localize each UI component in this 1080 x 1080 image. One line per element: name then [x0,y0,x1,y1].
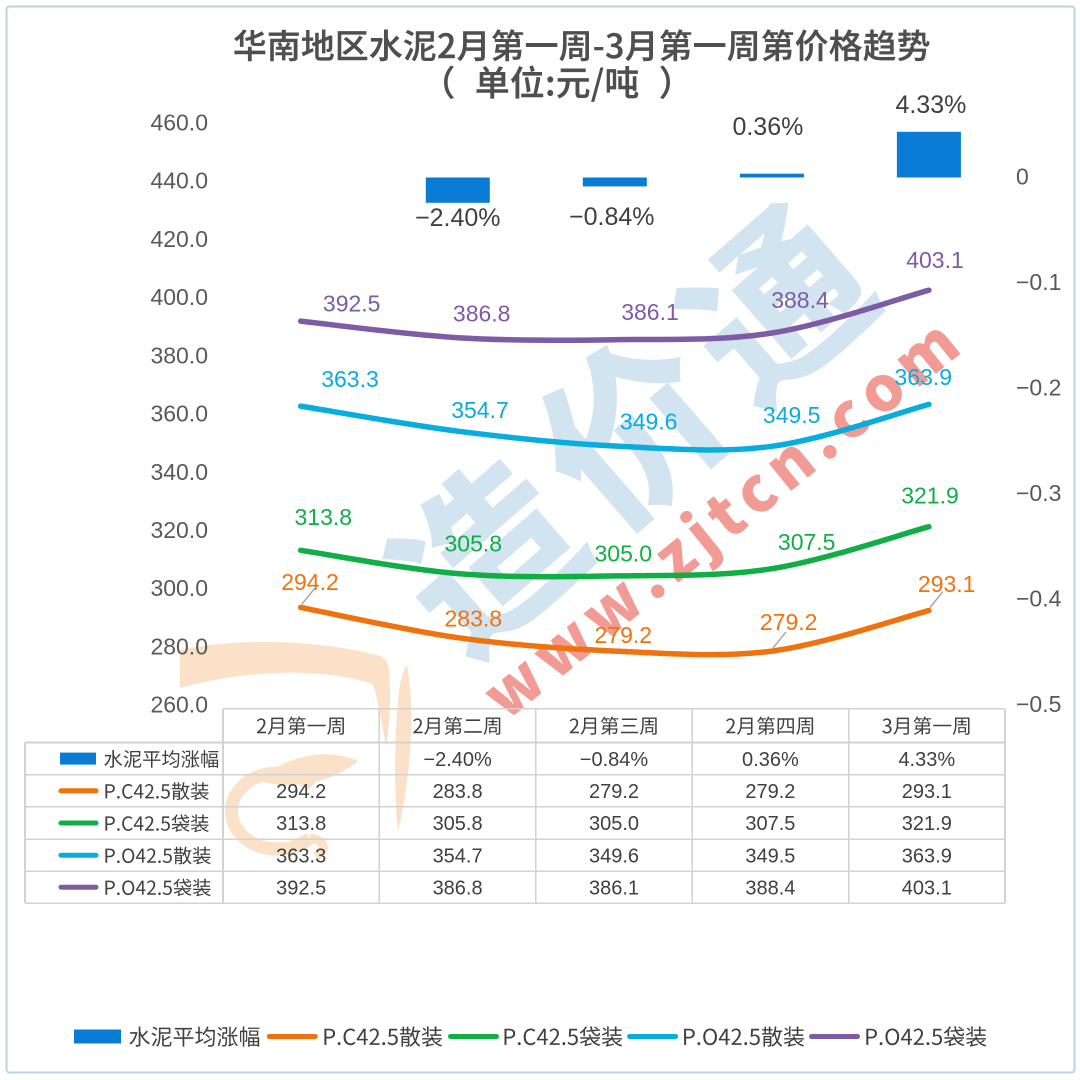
svg-text:313.8: 313.8 [295,504,353,530]
svg-text:349.6: 349.6 [589,845,639,867]
svg-text:388.4: 388.4 [745,877,795,899]
svg-text:363.3: 363.3 [276,845,326,867]
svg-text:420.0: 420.0 [150,226,208,252]
svg-text:305.0: 305.0 [595,541,653,567]
svg-text:279.2: 279.2 [595,622,653,648]
svg-text:279.2: 279.2 [760,609,818,635]
svg-text:440.0: 440.0 [150,168,208,194]
svg-text:380.0: 380.0 [150,342,208,368]
svg-text:4.33%: 4.33% [898,749,955,771]
svg-text:363.3: 363.3 [321,366,379,392]
svg-text:349.5: 349.5 [745,845,795,867]
svg-text:363.9: 363.9 [895,364,953,390]
svg-text:354.7: 354.7 [451,397,509,423]
svg-text:−0.5: −0.5 [1016,691,1061,717]
svg-text:388.4: 388.4 [771,287,829,313]
svg-text:283.8: 283.8 [433,781,483,803]
svg-text:300.0: 300.0 [150,575,208,601]
svg-text:0.36%: 0.36% [732,113,803,141]
svg-text:294.2: 294.2 [276,781,326,803]
svg-text:386.1: 386.1 [589,877,639,899]
svg-text:0: 0 [1016,164,1029,190]
svg-text:279.2: 279.2 [745,781,795,803]
svg-text:279.2: 279.2 [589,781,639,803]
svg-text:283.8: 283.8 [445,606,503,632]
svg-text:349.6: 349.6 [620,409,678,435]
svg-text:321.9: 321.9 [901,483,959,509]
svg-text:386.1: 386.1 [621,299,679,325]
svg-text:360.0: 360.0 [150,401,208,427]
svg-text:260.0: 260.0 [150,692,208,718]
svg-text:−0.2: −0.2 [1016,375,1061,401]
svg-text:−2.40%: −2.40% [423,749,492,771]
svg-text:403.1: 403.1 [906,247,964,273]
svg-text:320.0: 320.0 [150,517,208,543]
svg-text:313.8: 313.8 [276,813,326,835]
svg-text:0.36%: 0.36% [742,749,799,771]
svg-text:−0.3: −0.3 [1016,480,1061,506]
svg-text:307.5: 307.5 [745,813,795,835]
svg-text:307.5: 307.5 [778,529,836,555]
svg-text:305.8: 305.8 [433,813,483,835]
svg-text:403.1: 403.1 [902,877,952,899]
svg-text:305.8: 305.8 [445,531,503,557]
svg-text:−0.4: −0.4 [1016,586,1062,612]
svg-text:294.2: 294.2 [281,569,339,595]
svg-text:460.0: 460.0 [150,109,208,135]
svg-text:−0.1: −0.1 [1016,269,1061,295]
svg-text:293.1: 293.1 [918,571,976,597]
svg-text:386.8: 386.8 [433,877,483,899]
svg-text:363.9: 363.9 [902,845,952,867]
svg-text:280.0: 280.0 [150,633,208,659]
svg-text:305.0: 305.0 [589,813,639,835]
svg-text:400.0: 400.0 [150,284,208,310]
svg-text:4.33%: 4.33% [895,91,966,119]
svg-text:354.7: 354.7 [433,845,483,867]
svg-text:293.1: 293.1 [902,781,952,803]
svg-text:392.5: 392.5 [323,291,381,317]
svg-text:340.0: 340.0 [150,459,208,485]
svg-text:386.8: 386.8 [453,301,511,327]
svg-text:−0.84%: −0.84% [580,749,649,771]
svg-text:−0.84%: −0.84% [569,203,655,231]
svg-text:−2.40%: −2.40% [415,204,501,232]
svg-text:349.5: 349.5 [763,402,821,428]
svg-text:321.9: 321.9 [902,813,952,835]
svg-text:392.5: 392.5 [276,877,326,899]
